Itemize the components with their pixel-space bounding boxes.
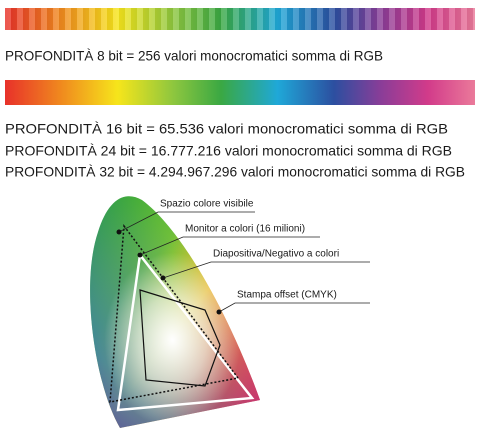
spectrum-bar-8bit [5,8,475,30]
cmyk-gamut [139,289,221,387]
depth-line: PROFONDITÀ 32 bit = 4.294.967.296 valori… [5,164,465,180]
monitor-gamut [116,251,255,412]
depth-line: PROFONDITÀ 24 bit = 16.777.216 valori mo… [5,143,452,159]
depth-line: PROFONDITÀ 16 bit = 65.536 valori monocr… [5,121,448,137]
gamut-label: Monitor a colori (16 milioni) [185,224,305,235]
depth-line: PROFONDITÀ 8 bit = 256 valori monocromat… [5,48,383,64]
gamut-label: Diapositiva/Negativo a colori [213,249,339,260]
gamut-label: Stampa offset (CMYK) [237,290,337,301]
film-gamut [109,223,240,403]
anchor-dots [116,229,222,315]
leader-lines [118,211,370,313]
gamut-label: Spazio colore visibile [160,199,254,210]
spectrum-bar-smooth [5,80,475,105]
chromaticity-diagram [90,196,260,428]
